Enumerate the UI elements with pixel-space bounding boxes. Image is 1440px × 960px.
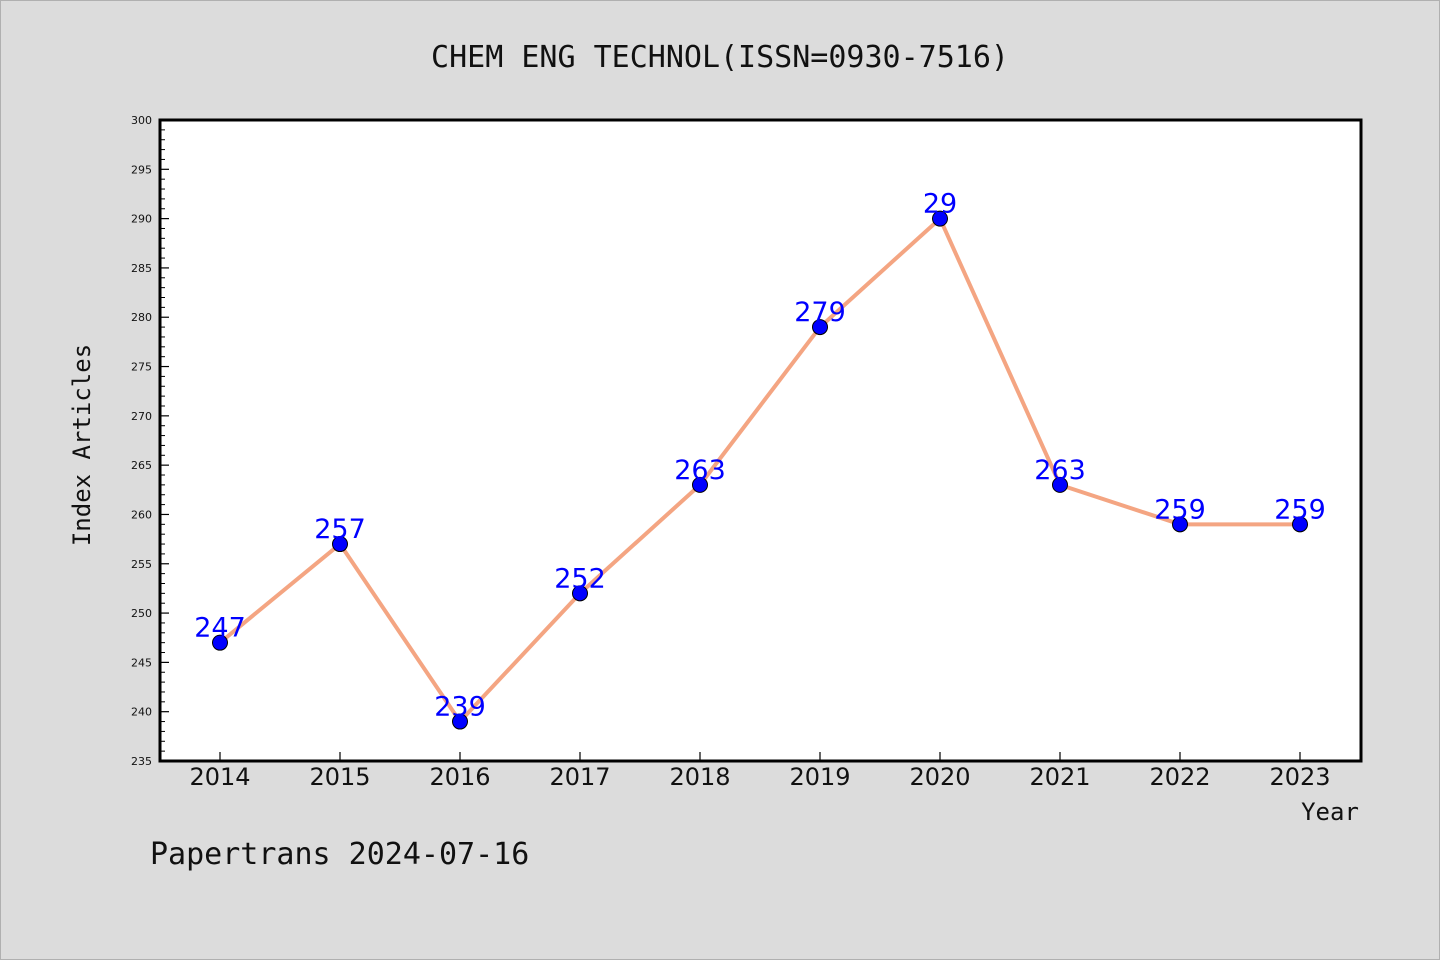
data-point xyxy=(212,634,228,651)
y-tick-label: 255 xyxy=(131,558,152,571)
y-tick-label: 240 xyxy=(131,706,152,719)
series-line xyxy=(218,216,1300,724)
x-tick-label: 2015 xyxy=(309,763,370,791)
x-tick-label: 2021 xyxy=(1029,763,1090,791)
data-label: 259 xyxy=(1154,494,1206,525)
y-tick-label: 280 xyxy=(131,311,152,324)
y-tick-label: 260 xyxy=(131,508,152,521)
y-axis-label: Index Articles xyxy=(68,344,96,546)
x-tick-label: 2014 xyxy=(189,763,250,791)
y-tick-label: 290 xyxy=(131,213,152,226)
x-tick-label: 2020 xyxy=(909,763,970,791)
data-point xyxy=(1172,516,1188,533)
data-label: 263 xyxy=(1034,455,1086,486)
data-label: 252 xyxy=(554,563,606,594)
y-tick-label: 300 xyxy=(131,114,152,127)
data-label: 279 xyxy=(794,297,846,328)
data-label: 29 xyxy=(923,189,957,220)
x-tick-label: 2017 xyxy=(549,763,610,791)
chart-title: CHEM ENG TECHNOL(ISSN=0930-7516) xyxy=(431,40,1009,75)
x-tick-label: 2018 xyxy=(669,763,730,791)
data-label: 257 xyxy=(314,514,366,545)
data-point xyxy=(692,476,708,493)
y-tick-label: 270 xyxy=(131,410,152,423)
plot-area xyxy=(160,120,1361,761)
x-tick-label: 2022 xyxy=(1149,763,1210,791)
data-point xyxy=(572,585,588,602)
y-tick-label: 285 xyxy=(131,262,152,275)
data-point xyxy=(932,210,948,227)
data-label: 239 xyxy=(434,692,486,723)
x-tick-label: 2016 xyxy=(429,763,490,791)
x-tick-label: 2019 xyxy=(789,763,850,791)
data-label: 263 xyxy=(674,455,726,486)
data-label: 247 xyxy=(194,613,246,644)
x-axis-label: Year xyxy=(1301,798,1359,826)
data-point xyxy=(812,319,828,336)
y-tick-label: 295 xyxy=(131,163,152,176)
y-tick-label: 265 xyxy=(131,459,152,472)
data-point xyxy=(1292,516,1308,533)
y-tick-label: 275 xyxy=(131,361,152,374)
data-point xyxy=(1052,476,1068,493)
data-label: 259 xyxy=(1274,494,1326,525)
series-group: 247 257 239 252 263 279 29 263 259 259 xyxy=(194,189,1326,730)
y-axis: 235 240 245 250 255 260 265 270 275 280 285 290 295 3… xyxy=(131,114,169,768)
x-axis: 2014 2015 2016 2017 2018 2019 2020 2021 2022 2023 xyxy=(189,752,1331,791)
data-point xyxy=(332,536,348,553)
y-tick-label: 250 xyxy=(131,607,152,620)
x-tick-label: 2023 xyxy=(1269,763,1330,791)
data-point xyxy=(452,713,468,730)
footer-text: Papertrans 2024-07-16 xyxy=(150,837,529,872)
plot-frame xyxy=(158,118,1363,763)
y-tick-label: 235 xyxy=(131,755,152,768)
y-tick-label: 245 xyxy=(131,656,152,669)
